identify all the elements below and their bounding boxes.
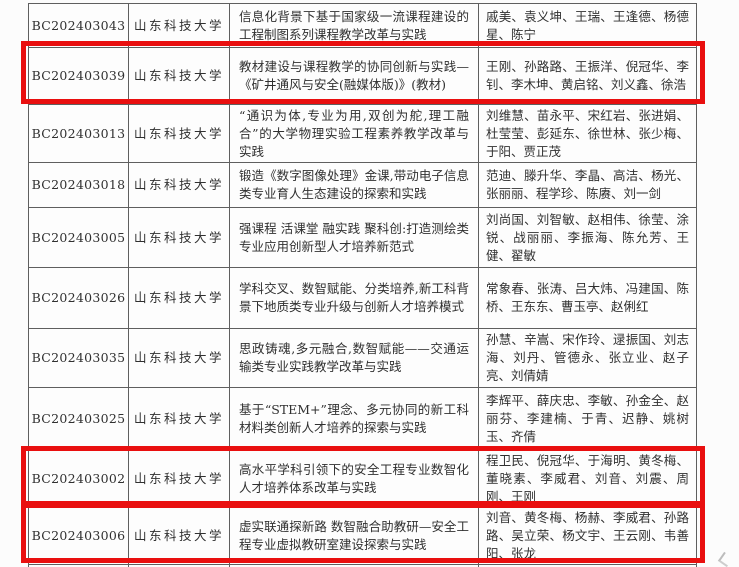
cell-project-code: BC202403035 bbox=[29, 329, 129, 388]
cell-members: 戚美、袁义坤、王瑞、王逢德、杨德星、陈宁 bbox=[479, 4, 697, 48]
cell-project-title: “通识为体,专业为用,双创为舵,理工融合”的大学物理实验工程素养教学改革与实践 bbox=[230, 105, 479, 163]
cell-university: 山东科技大学 bbox=[129, 507, 230, 565]
cell-project-title: 学科交叉、数智赋能、分类培养,新工科背景下地质类专业升级与创新人才培养模式 bbox=[230, 268, 479, 329]
cell-project-title: 高水平学科引领下的安全工程专业数智化人才培养体系改革与实践 bbox=[230, 451, 479, 507]
cell-university: 山东科技大学 bbox=[129, 4, 230, 48]
cell-project-title: 强课程 活课堂 融实践 聚科创:打造测绘类专业应用创新型人才培养新范式 bbox=[230, 208, 479, 268]
cell-project-code: BC202403013 bbox=[29, 105, 129, 163]
cell-project-title: 虚实联通探新路 数智融合助教研—安全工程专业虚拟教研室建设探索与实践 bbox=[230, 507, 479, 565]
scan-artifact-mark bbox=[717, 551, 734, 567]
cell-members: 刘尚国、刘智敏、赵相伟、徐莹、涂锐、战丽丽、李振海、陈允芳、王健、翟敏 bbox=[479, 208, 697, 268]
cell-project-code: BC202403018 bbox=[29, 163, 129, 208]
cell-university: 山东科技大学 bbox=[129, 268, 230, 329]
cell-members: 常象春、张涛、吕大炜、冯建国、陈桥、王东东、曹玉亭、赵俐红 bbox=[479, 268, 697, 329]
cell-empty bbox=[29, 565, 129, 567]
cell-members: 李辉平、薛庆忠、李敏、孙金全、赵丽芬、李建楠、于青、迟静、姚树玉、齐倩 bbox=[479, 388, 697, 451]
cell-empty bbox=[129, 565, 230, 567]
cell-project-code: BC202403039 bbox=[29, 48, 129, 105]
cell-project-title: 教材建设与课程教学的协同创新与实践—《矿井通风与安全(融媒体版)》(教材) bbox=[230, 48, 479, 105]
cell-members: 刘音、黄冬梅、杨赫、李威君、孙路路、吴立荣、杨文宇、王云刚、韦善阳、张龙 bbox=[479, 507, 697, 565]
cell-empty bbox=[230, 565, 479, 567]
cell-project-code: BC202403006 bbox=[29, 507, 129, 565]
projects-table: BC202403043 山东科技大学 信息化背景下基于国家级一流课程建设的工程制… bbox=[28, 3, 697, 567]
cell-university: 山东科技大学 bbox=[129, 48, 230, 105]
cell-members: 孙慧、辛嵩、宋作玲、逯振国、刘志海、刘丹、管德永、张立业、赵子亮、刘倩婧 bbox=[479, 329, 697, 388]
cell-project-title: 信息化背景下基于国家级一流课程建设的工程制图系列课程教学改革与实践 bbox=[230, 4, 479, 48]
cell-university: 山东科技大学 bbox=[129, 329, 230, 388]
cell-project-title: 锻造《数字图像处理》金课,带动电子信息类专业育人生态建设的探索和实践 bbox=[230, 163, 479, 208]
cell-university: 山东科技大学 bbox=[129, 451, 230, 507]
cell-project-code: BC202403005 bbox=[29, 208, 129, 268]
cell-members: 王刚、孙路路、王振洋、倪冠华、李钊、李木坤、黄启铭、刘义鑫、徐浩 bbox=[479, 48, 697, 105]
cell-university: 山东科技大学 bbox=[129, 163, 230, 208]
cell-project-code: BC202403002 bbox=[29, 451, 129, 507]
cell-project-code: BC202403025 bbox=[29, 388, 129, 451]
cell-university: 山东科技大学 bbox=[129, 208, 230, 268]
cell-empty bbox=[479, 565, 697, 567]
cell-university: 山东科技大学 bbox=[129, 388, 230, 451]
cell-project-code: BC202403026 bbox=[29, 268, 129, 329]
cell-members: 程卫民、倪冠华、于海明、黄冬梅、董晓素、李威君、刘音、刘震、周刚、王刚 bbox=[479, 451, 697, 507]
cell-project-title: 思政铸魂,多元融合,数智赋能——交通运输类专业实践教学改革与实践 bbox=[230, 329, 479, 388]
cell-university: 山东科技大学 bbox=[129, 105, 230, 163]
cell-project-title: 基于“STEM+”理念、多元协同的新工科材料类创新人才培养的探索与实践 bbox=[230, 388, 479, 451]
cell-members: 范迪、滕升华、李晶、高洁、杨光、张丽丽、程学珍、陈赓、刘一剑 bbox=[479, 163, 697, 208]
cell-project-code: BC202403043 bbox=[29, 4, 129, 48]
cell-members: 刘维慧、苗永平、宋红岩、张进娟、杜莹莹、彭延东、徐世林、张少梅、于阳、贾正茂 bbox=[479, 105, 697, 163]
